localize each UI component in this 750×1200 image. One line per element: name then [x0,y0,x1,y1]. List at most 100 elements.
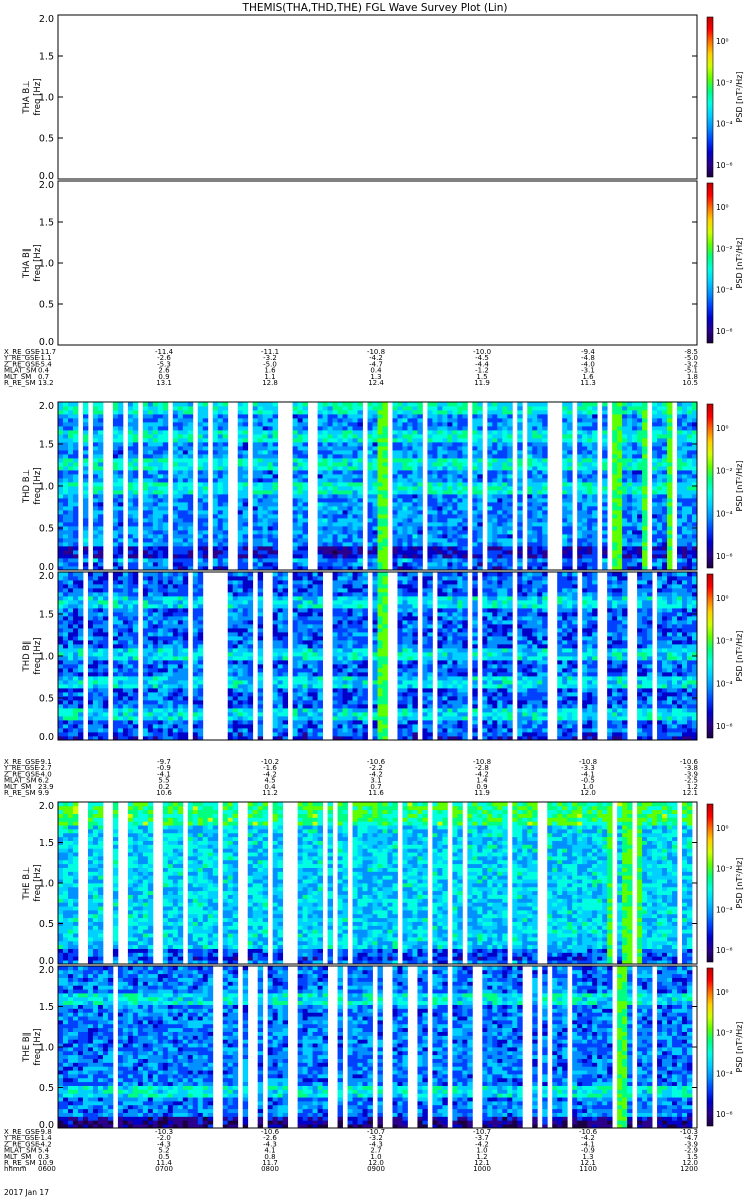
spectrogram-cell [662,562,668,567]
spectrogram-cell [507,462,513,467]
spectrogram-cell [452,426,458,431]
spectrogram-cell [582,538,588,543]
spectrogram-cell [177,526,184,531]
spectrogram-cell [462,502,468,507]
spectrogram-cell [417,474,423,479]
spectrogram-cell [127,704,134,709]
spectrogram-cell [567,478,573,483]
spectrogram-cell [297,438,304,443]
spectrogram-cell [417,562,423,567]
spectrogram-cell [592,494,598,499]
spectrogram-cell [262,442,269,447]
spectrogram-cell [127,414,134,419]
spectrogram-cell [162,644,169,649]
spectrogram-cell [317,526,323,531]
spectrogram-cell [127,434,134,439]
spectrogram-cell [72,534,79,539]
spectrogram-cell [142,652,149,657]
spectrogram-cell [67,716,74,721]
spectrogram-cell [117,438,124,443]
spectrogram-cell [117,558,124,563]
spectrogram-cell [637,510,643,515]
spectrogram-cell [262,554,269,559]
spectrogram-cell [317,542,323,547]
spectrogram-cell [322,474,328,479]
spectrogram-cell [62,728,69,733]
spectrogram-cell [542,566,548,571]
spectrogram-cell [132,592,139,597]
spectrogram-cell [472,514,478,519]
spectrogram-cell [147,490,154,495]
spectrogram-cell [542,530,548,535]
spectrogram-cell [432,554,438,559]
spectrogram-cell [212,526,219,531]
spectrogram-cell [462,490,468,495]
spectrogram-cell [212,490,219,495]
spectrogram-cell [172,684,179,689]
spectrogram-cell [322,538,328,543]
spectrogram-cell [582,418,588,423]
spectrogram-cell [372,446,378,451]
spectrogram-cell [127,454,134,459]
spectrogram-cell [182,458,189,463]
spectrogram-cell [392,482,398,487]
y-tick-label: 0.0 [39,171,54,182]
spectrogram-cell [177,450,184,455]
spectrogram-cell [347,502,353,507]
spectrogram-cell [267,510,274,515]
spectrogram-cell [142,466,149,471]
spectrogram-cell [577,446,583,451]
spectrogram-cell [642,478,648,483]
spectrogram-cell [477,442,483,447]
spectrogram-cell [642,542,648,547]
spectrogram-cell [657,562,663,567]
spectrogram-cell [457,494,463,499]
spectrogram-cell [92,442,99,447]
spectrogram-cell [272,522,279,527]
spectrogram-cell [167,704,174,709]
spectrogram-cell [262,490,269,495]
spectrogram-cell [487,486,493,491]
spectrogram-cell [212,514,219,519]
spectrogram-cell [157,632,164,637]
spectrogram-cell [242,510,249,515]
spectrogram-cell [542,518,548,523]
spectrogram-cell [272,506,279,511]
spectrogram-cell [622,454,628,459]
spectrogram-cell [532,562,538,567]
spectrogram-cell [302,458,309,463]
spectrogram-cell [197,450,204,455]
spectrogram-cell [267,458,274,463]
spectrogram-cell [462,406,468,411]
spectrogram-cell [317,462,323,467]
spectrogram-cell [62,652,69,657]
spectrogram-cell [77,692,84,697]
spectrogram-cell [357,418,363,423]
spectrogram-cell [372,490,378,495]
spectrogram-cell [507,546,513,551]
spectrogram-cell [132,636,139,641]
spectrogram-cell [347,450,353,455]
spectrogram-cell [392,490,398,495]
spectrogram-cell [357,482,363,487]
spectrogram-cell [102,604,109,609]
spectrogram-cell [152,640,159,645]
spectrogram-cell [257,486,264,491]
spectrogram-cell [382,410,388,415]
spectrogram-cell [667,534,673,539]
spectrogram-cell [462,446,468,451]
spectrogram-cell [507,414,513,419]
spectrogram-cell [187,518,194,523]
spectrogram-cell [122,712,129,717]
spectrogram-cell [102,720,109,725]
spectrogram-cell [657,558,663,563]
spectrogram-cell [202,562,209,567]
spectrogram-cell [142,522,149,527]
spectrogram-cell [447,474,453,479]
spectrogram-cell [502,442,508,447]
spectrogram-cell [82,562,89,567]
spectrogram-cell [147,406,154,411]
spectrogram-cell [62,562,69,567]
spectrogram-cell [317,454,323,459]
spectrogram-cell [502,526,508,531]
